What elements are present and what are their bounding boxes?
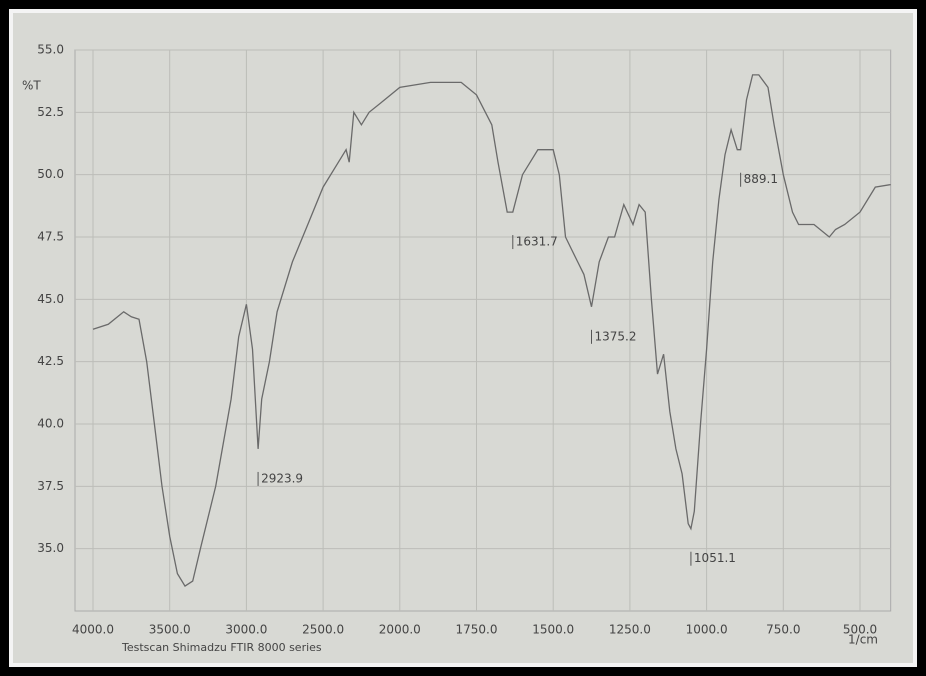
x-axis-label: 1/cm: [848, 633, 878, 647]
y-tick-label: 37.5: [37, 479, 64, 493]
y-axis-label: %T: [22, 79, 41, 93]
x-tick-label: 3000.0: [225, 623, 267, 637]
paper: [13, 13, 913, 663]
x-tick-label: 500.0: [843, 623, 877, 637]
y-tick-label: 40.0: [37, 417, 64, 431]
y-tick-label: 50.0: [37, 167, 64, 181]
x-tick-label: 1500.0: [532, 623, 574, 637]
annotation: 2923.9: [261, 471, 303, 485]
y-tick-label: 35.0: [37, 541, 64, 555]
y-tick-label: 45.0: [37, 292, 64, 306]
y-tick-label: 52.5: [37, 105, 64, 119]
x-tick-label: 3500.0: [149, 623, 191, 637]
spectrum-line: [92, 74, 891, 588]
y-tick-label: 42.5: [37, 354, 64, 368]
footer: Testscan Shimadzu FTIR 8000 series: [121, 641, 322, 654]
x-tick-label: 2000.0: [379, 623, 421, 637]
x-tick-label: 4000.0: [72, 623, 114, 637]
x-tick-label: 1000.0: [686, 623, 728, 637]
x-tick-label: 1250.0: [609, 623, 651, 637]
y-tick-label: 47.5: [37, 230, 64, 244]
y-tick-label: 55.0: [37, 43, 64, 57]
x-tick-label: 2500.0: [302, 623, 344, 637]
x-tick-label: 750.0: [766, 623, 800, 637]
annotation: 1631.7: [516, 235, 558, 249]
x-tick-label: 1750.0: [456, 623, 498, 637]
annotation: 1051.1: [694, 551, 736, 565]
annotation: 889.1: [744, 172, 778, 186]
annotation: 1375.2: [594, 329, 636, 343]
